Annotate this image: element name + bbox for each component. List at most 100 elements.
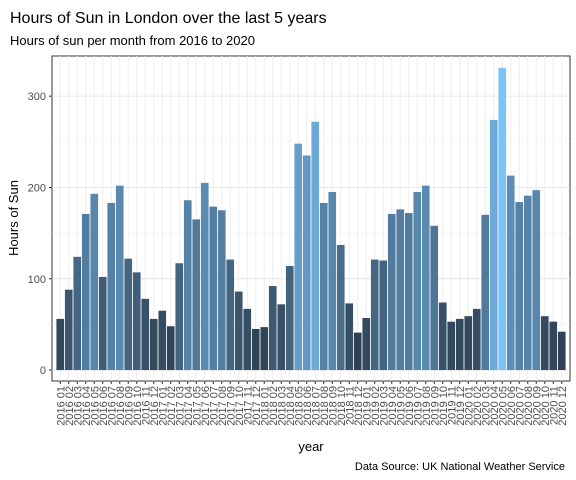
x-tick-label: 2017 08	[217, 386, 229, 426]
bar	[302, 155, 311, 371]
bar	[64, 289, 73, 371]
y-tick-label: 300	[28, 91, 46, 103]
x-tick-label: 2018 04	[285, 386, 297, 426]
x-tick-label: 2018 08	[319, 386, 331, 426]
x-tick-label: 2018 10	[336, 386, 348, 426]
bar	[421, 185, 430, 371]
bar	[387, 213, 396, 371]
x-tick-label: 2019 07	[412, 386, 424, 426]
x-tick-label: 2017 05	[191, 386, 203, 426]
x-tick-label: 2017 02	[166, 386, 178, 426]
bar	[413, 192, 422, 371]
x-tick-label: 2017 04	[183, 386, 195, 426]
bar	[209, 206, 218, 371]
x-tick-label: 2020 05	[497, 386, 509, 426]
x-tick-label: 2016 12	[149, 386, 161, 426]
bar	[481, 214, 490, 371]
bar	[489, 119, 498, 371]
bar	[183, 200, 192, 371]
bar	[447, 321, 456, 371]
x-tick-label: 2017 01	[157, 386, 169, 426]
x-tick-label: 2018 06	[302, 386, 314, 426]
bar	[73, 256, 82, 371]
bar	[90, 193, 99, 371]
x-tick-label: 2020 12	[557, 386, 569, 426]
x-tick-label: 2019 02	[370, 386, 382, 426]
x-tick-label: 2016 07	[106, 386, 118, 426]
x-tick-label: 2016 06	[98, 386, 110, 426]
x-tick-label: 2018 11	[344, 386, 356, 425]
bar	[498, 67, 507, 371]
x-tick-label: 2020 04	[489, 386, 501, 426]
x-tick-label: 2020 09	[531, 386, 543, 426]
bar	[107, 202, 116, 371]
x-tick-label: 2019 04	[387, 386, 399, 426]
x-tick-label: 2017 03	[174, 386, 186, 426]
x-tick-label: 2019 08	[421, 386, 433, 426]
bar	[277, 304, 286, 371]
x-tick-label: 2019 10	[438, 386, 450, 426]
x-tick-label: 2019 01	[361, 386, 373, 426]
x-tick-label: 2017 09	[225, 386, 237, 426]
x-tick-label: 2018 05	[293, 386, 305, 426]
bar	[217, 210, 226, 371]
bar	[81, 213, 90, 371]
bar	[523, 195, 532, 371]
x-tick-label: 2018 02	[268, 386, 280, 426]
bar	[430, 225, 439, 371]
bar	[234, 291, 243, 371]
x-tick-label: 2016 04	[81, 386, 93, 426]
x-tick-label: 2016 11	[140, 386, 152, 425]
x-tick-label: 2019 11	[446, 386, 458, 425]
x-tick-label: 2019 12	[455, 386, 467, 426]
bar	[404, 213, 413, 371]
x-tick-label: 2016 01	[55, 386, 67, 426]
chart-subtitle: Hours of sun per month from 2016 to 2020	[10, 33, 255, 48]
x-tick-label: 2019 05	[395, 386, 407, 426]
y-axis-title: Hours of Sun	[6, 180, 21, 256]
bar	[98, 276, 107, 371]
bar	[353, 332, 362, 371]
x-tick-label: 2016 02	[64, 386, 76, 426]
bar	[132, 272, 141, 371]
bars	[56, 67, 566, 371]
bar	[166, 326, 175, 371]
bar	[311, 121, 320, 371]
bar	[515, 202, 524, 371]
bar	[175, 263, 184, 371]
x-tick-label: 2020 08	[523, 386, 535, 426]
bar	[268, 286, 277, 371]
y-tick-label: 0	[40, 365, 46, 377]
bar	[251, 328, 260, 371]
x-tick-label: 2020 10	[540, 386, 552, 426]
x-tick-label: 2016 09	[123, 386, 135, 426]
bar	[158, 310, 167, 371]
chart-title: Hours of Sun in London over the last 5 y…	[10, 10, 327, 27]
bar	[370, 259, 379, 371]
y-tick-label: 100	[28, 274, 46, 286]
x-tick-label: 2017 10	[234, 386, 246, 426]
x-tick-label: 2016 10	[132, 386, 144, 426]
bar	[464, 316, 473, 371]
bar	[438, 302, 447, 371]
bar	[285, 265, 294, 371]
x-tick-label: 2020 03	[480, 386, 492, 426]
bar	[243, 308, 252, 371]
x-tick-label: 2017 11	[242, 386, 254, 425]
bar	[226, 259, 235, 371]
x-tick-label: 2020 01	[463, 386, 475, 426]
bar	[192, 219, 201, 371]
bar	[260, 327, 269, 371]
bar	[532, 190, 541, 371]
bar	[506, 175, 515, 371]
bar	[336, 244, 345, 371]
x-tick-label: 2019 09	[429, 386, 441, 426]
bar	[124, 258, 133, 371]
x-tick-label: 2017 12	[251, 386, 263, 426]
x-tick-label: 2016 08	[115, 386, 127, 426]
bar	[141, 298, 150, 371]
bar	[56, 318, 65, 371]
x-tick-label: 2016 03	[72, 386, 84, 426]
bar	[200, 182, 209, 371]
